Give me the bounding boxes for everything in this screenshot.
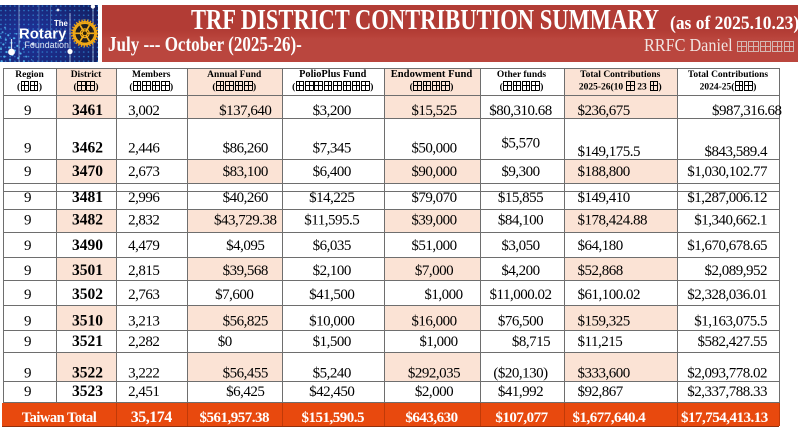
svg-text:Foundation: Foundation [25,40,69,50]
svg-text:Rotary: Rotary [19,27,67,43]
svg-text:The: The [54,19,69,28]
